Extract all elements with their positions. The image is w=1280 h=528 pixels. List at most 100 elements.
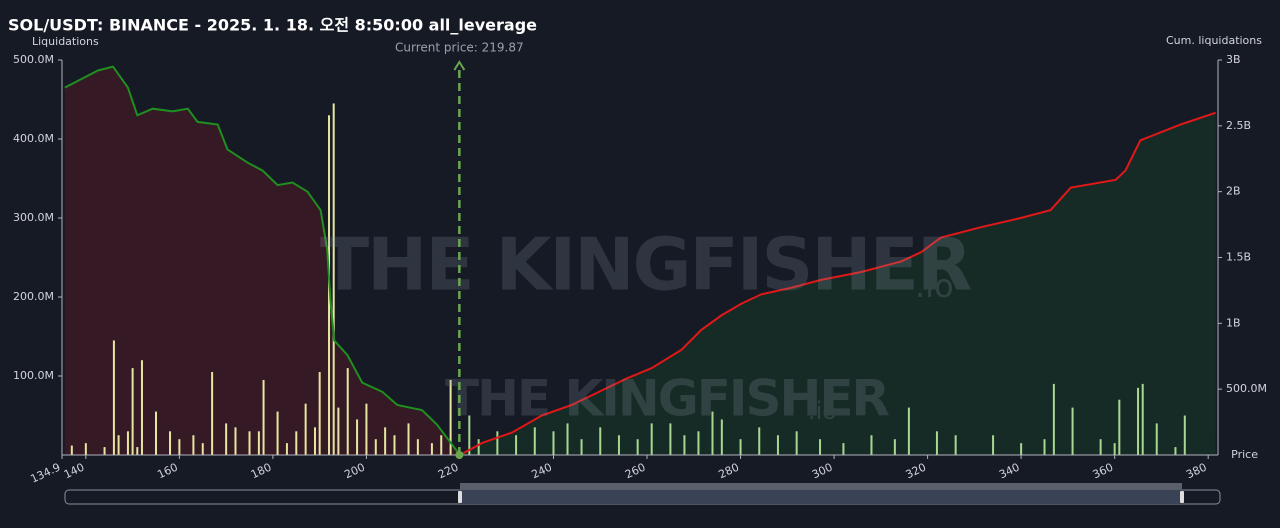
- x-tick-label: 240: [529, 461, 554, 482]
- x-tick-label: 220: [436, 461, 461, 482]
- bar: [533, 427, 536, 455]
- bar: [304, 403, 307, 455]
- watermark-suffix: .io: [915, 267, 954, 305]
- y-tick-label: 200.0M: [13, 290, 54, 303]
- bar: [136, 447, 139, 455]
- bar: [169, 431, 172, 455]
- bar: [234, 427, 237, 455]
- bar: [935, 431, 938, 455]
- slider-handle[interactable]: [458, 491, 462, 503]
- y2-tick-label: 500.0M: [1226, 382, 1267, 395]
- x-tick-label: 134.9: [28, 461, 62, 486]
- bar: [650, 423, 653, 455]
- bar: [384, 427, 387, 455]
- y2-tick-label: 2.5B: [1226, 119, 1251, 132]
- bar: [430, 443, 433, 455]
- y2-tick-label: 1B: [1226, 316, 1241, 329]
- x-tick-label: 260: [623, 461, 648, 482]
- bar: [1113, 443, 1116, 455]
- bar: [192, 435, 195, 455]
- bar: [416, 439, 419, 455]
- bar: [356, 419, 359, 455]
- cum-line: [64, 65, 461, 456]
- bar: [907, 407, 910, 455]
- bar: [496, 431, 499, 455]
- x-axis-title: Price: [1231, 448, 1258, 461]
- bar: [477, 439, 480, 455]
- bar: [178, 439, 181, 455]
- bar: [332, 103, 335, 455]
- bar: [295, 431, 298, 455]
- bar: [225, 423, 228, 455]
- y-tick-label: 100.0M: [13, 369, 54, 382]
- bar: [819, 439, 822, 455]
- bar: [374, 439, 377, 455]
- watermark: THE KINGFISHER .io THE KINGFISHER .io: [320, 223, 973, 428]
- bar: [669, 423, 672, 455]
- y-axis-title: Liquidations: [32, 35, 99, 48]
- slider-range[interactable]: [460, 490, 1182, 504]
- bar: [720, 419, 723, 455]
- bar: [285, 443, 288, 455]
- bar: [318, 372, 321, 455]
- bar: [1141, 383, 1144, 455]
- y-tick-label: 500.0M: [13, 53, 54, 66]
- bar: [515, 435, 518, 455]
- bar: [440, 435, 443, 455]
- zoom-slider[interactable]: [64, 483, 1221, 505]
- watermark-text: THE KINGFISHER: [320, 223, 971, 307]
- bar: [566, 423, 569, 455]
- bar: [599, 427, 602, 455]
- bar: [870, 435, 873, 455]
- x-tick-label: 320: [904, 461, 929, 482]
- bar: [1183, 415, 1186, 455]
- slider-range-bar[interactable]: [460, 483, 1182, 490]
- bar: [580, 439, 583, 455]
- bar: [201, 443, 204, 455]
- bar: [697, 431, 700, 455]
- x-tick-label: 340: [997, 461, 1022, 482]
- bar: [758, 427, 761, 455]
- y2-axis-title: Cum. liquidations: [1166, 34, 1262, 47]
- watermark-suffix: .io: [808, 397, 837, 425]
- bar: [393, 435, 396, 455]
- watermark-text: THE KINGFISHER: [445, 370, 890, 428]
- bar: [893, 439, 896, 455]
- bar: [739, 439, 742, 455]
- y-tick-label: 400.0M: [13, 132, 54, 145]
- bar: [407, 423, 410, 455]
- bar: [711, 411, 714, 455]
- x-tick-label: 300: [810, 461, 835, 482]
- bar: [84, 443, 87, 455]
- bar: [70, 445, 73, 455]
- slider-handle[interactable]: [1180, 491, 1184, 503]
- bar: [1118, 399, 1121, 455]
- y2-tick-label: 2B: [1226, 185, 1241, 198]
- bar: [365, 403, 368, 455]
- bar: [103, 447, 106, 455]
- current-price-label: Current price: 219.87: [395, 41, 524, 55]
- bar: [131, 368, 134, 455]
- bar: [468, 415, 471, 455]
- x-tick-label: 180: [249, 461, 274, 482]
- current-price-arrow: [453, 60, 466, 71]
- bar: [992, 435, 995, 455]
- x-tick-label: 360: [1091, 461, 1116, 482]
- x-tick-label: 140: [62, 461, 87, 482]
- plot-area: [64, 65, 1217, 456]
- bar: [337, 407, 340, 455]
- bar: [1137, 387, 1140, 455]
- bar: [112, 340, 115, 455]
- current-price-dot: [455, 451, 464, 459]
- bar: [636, 439, 639, 455]
- chart-title: SOL/USDT: BINANCE - 2025. 1. 18. 오전 8:50…: [8, 16, 537, 35]
- bar: [552, 431, 555, 455]
- bar: [1155, 423, 1158, 455]
- bar: [257, 431, 260, 455]
- bar: [776, 435, 779, 455]
- bar: [795, 431, 798, 455]
- bar: [154, 411, 157, 455]
- y-tick-label: 300.0M: [13, 211, 54, 224]
